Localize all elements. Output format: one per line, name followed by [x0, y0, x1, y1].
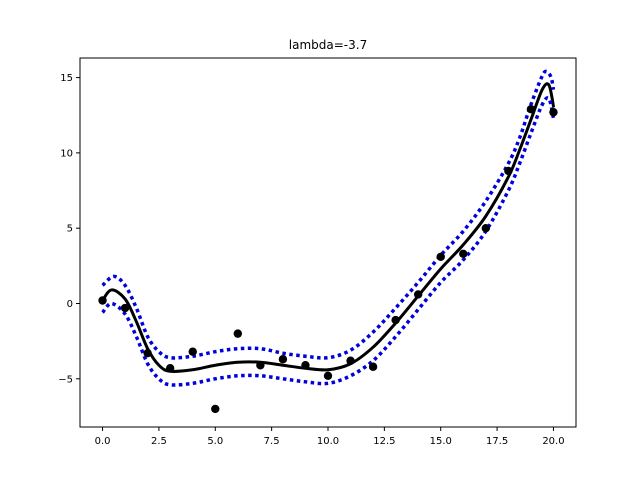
data-point [278, 355, 288, 364]
y-tick-label: 5 [67, 224, 73, 235]
y-tick-label: 0 [67, 299, 73, 310]
data-point [211, 404, 220, 414]
data-point [165, 364, 175, 373]
data-point [256, 361, 265, 370]
data-point [120, 303, 130, 313]
chart-title: lambda=-3.7 [289, 38, 367, 52]
data-point [436, 252, 445, 262]
x-tick-label: 10.0 [317, 436, 339, 447]
y-tick-label: −5 [58, 374, 73, 385]
data-point [188, 347, 197, 356]
data-point [526, 105, 536, 114]
data-point [413, 290, 423, 299]
data-point [143, 349, 152, 358]
x-tick-label: 5.0 [207, 436, 223, 447]
data-point [346, 356, 355, 365]
x-tick-label: 12.5 [373, 436, 395, 447]
data-point [504, 166, 513, 176]
x-axis: 0.0 2.5 5.0 7.5 10.0 12.5 15.0 17.5 20.0 [95, 427, 565, 447]
y-tick-label: 15 [60, 73, 73, 84]
x-tick-label: 17.5 [486, 436, 508, 447]
data-point [368, 362, 378, 371]
data-point [549, 108, 558, 117]
x-tick-label: 7.5 [264, 436, 280, 447]
y-tick-label: 10 [60, 148, 73, 159]
data-point [301, 361, 310, 370]
x-tick-label: 0.0 [95, 436, 111, 447]
data-point [233, 329, 243, 338]
data-point [98, 296, 107, 305]
data-point [481, 223, 491, 233]
data-point [459, 249, 468, 258]
data-point [391, 315, 400, 325]
x-tick-label: 20.0 [542, 436, 564, 447]
lower-band [101, 96, 556, 387]
x-tick-label: 15.0 [430, 436, 452, 447]
plot-area [98, 69, 558, 414]
x-tick-label: 2.5 [151, 436, 167, 447]
upper-band [101, 69, 556, 360]
data-point [323, 371, 333, 380]
y-axis: −5 0 5 10 15 [58, 73, 80, 385]
